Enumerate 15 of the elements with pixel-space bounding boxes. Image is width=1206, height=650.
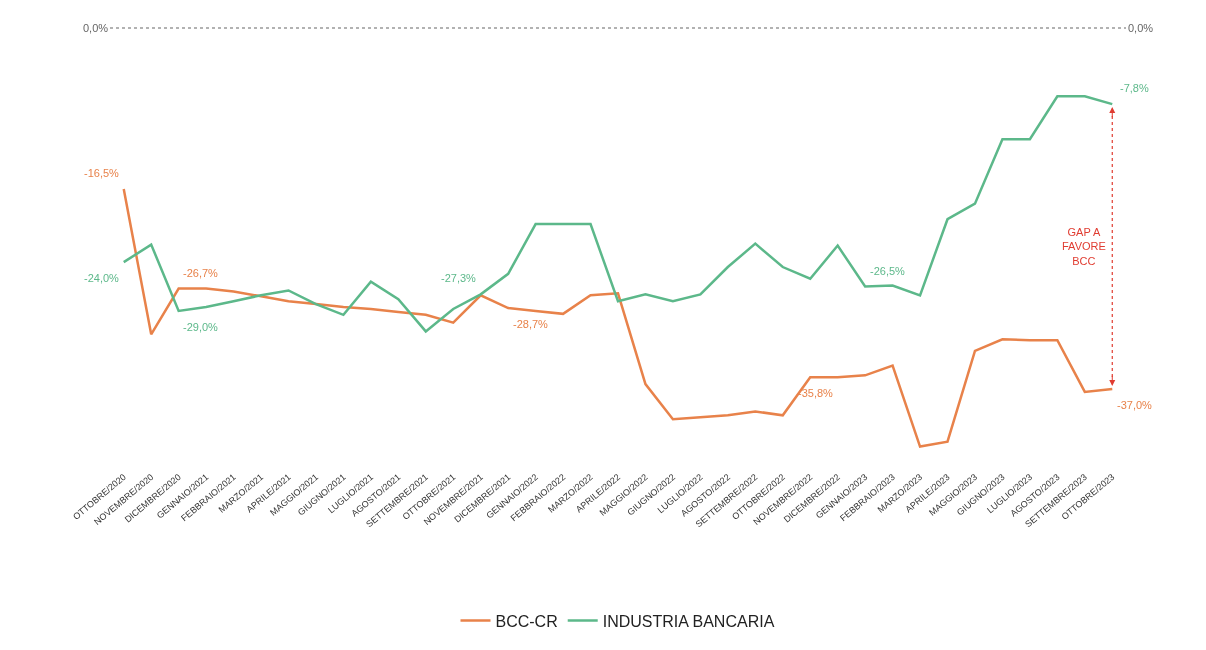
ref-line-label: 0,0% <box>83 22 109 34</box>
annotation: GAP A FAVORE BCC <box>1062 226 1106 267</box>
data-label: -16,5% <box>84 167 120 179</box>
data-label: -7,8% <box>1120 82 1149 94</box>
data-label: -27,3% <box>441 272 477 284</box>
data-label: -35,8% <box>798 387 834 399</box>
legend-label: INDUSTRIA BANCARIA <box>602 612 775 630</box>
legend-label: BCC-CR <box>495 612 558 630</box>
data-label: -26,5% <box>870 265 906 277</box>
data-label: -37,0% <box>1117 399 1153 411</box>
text: 0,0% <box>1128 22 1154 34</box>
data-label: -26,7% <box>183 267 219 279</box>
data-label: -29,0% <box>183 321 219 333</box>
data-label: -28,7% <box>513 318 549 330</box>
data-label: -24,0% <box>84 272 120 284</box>
